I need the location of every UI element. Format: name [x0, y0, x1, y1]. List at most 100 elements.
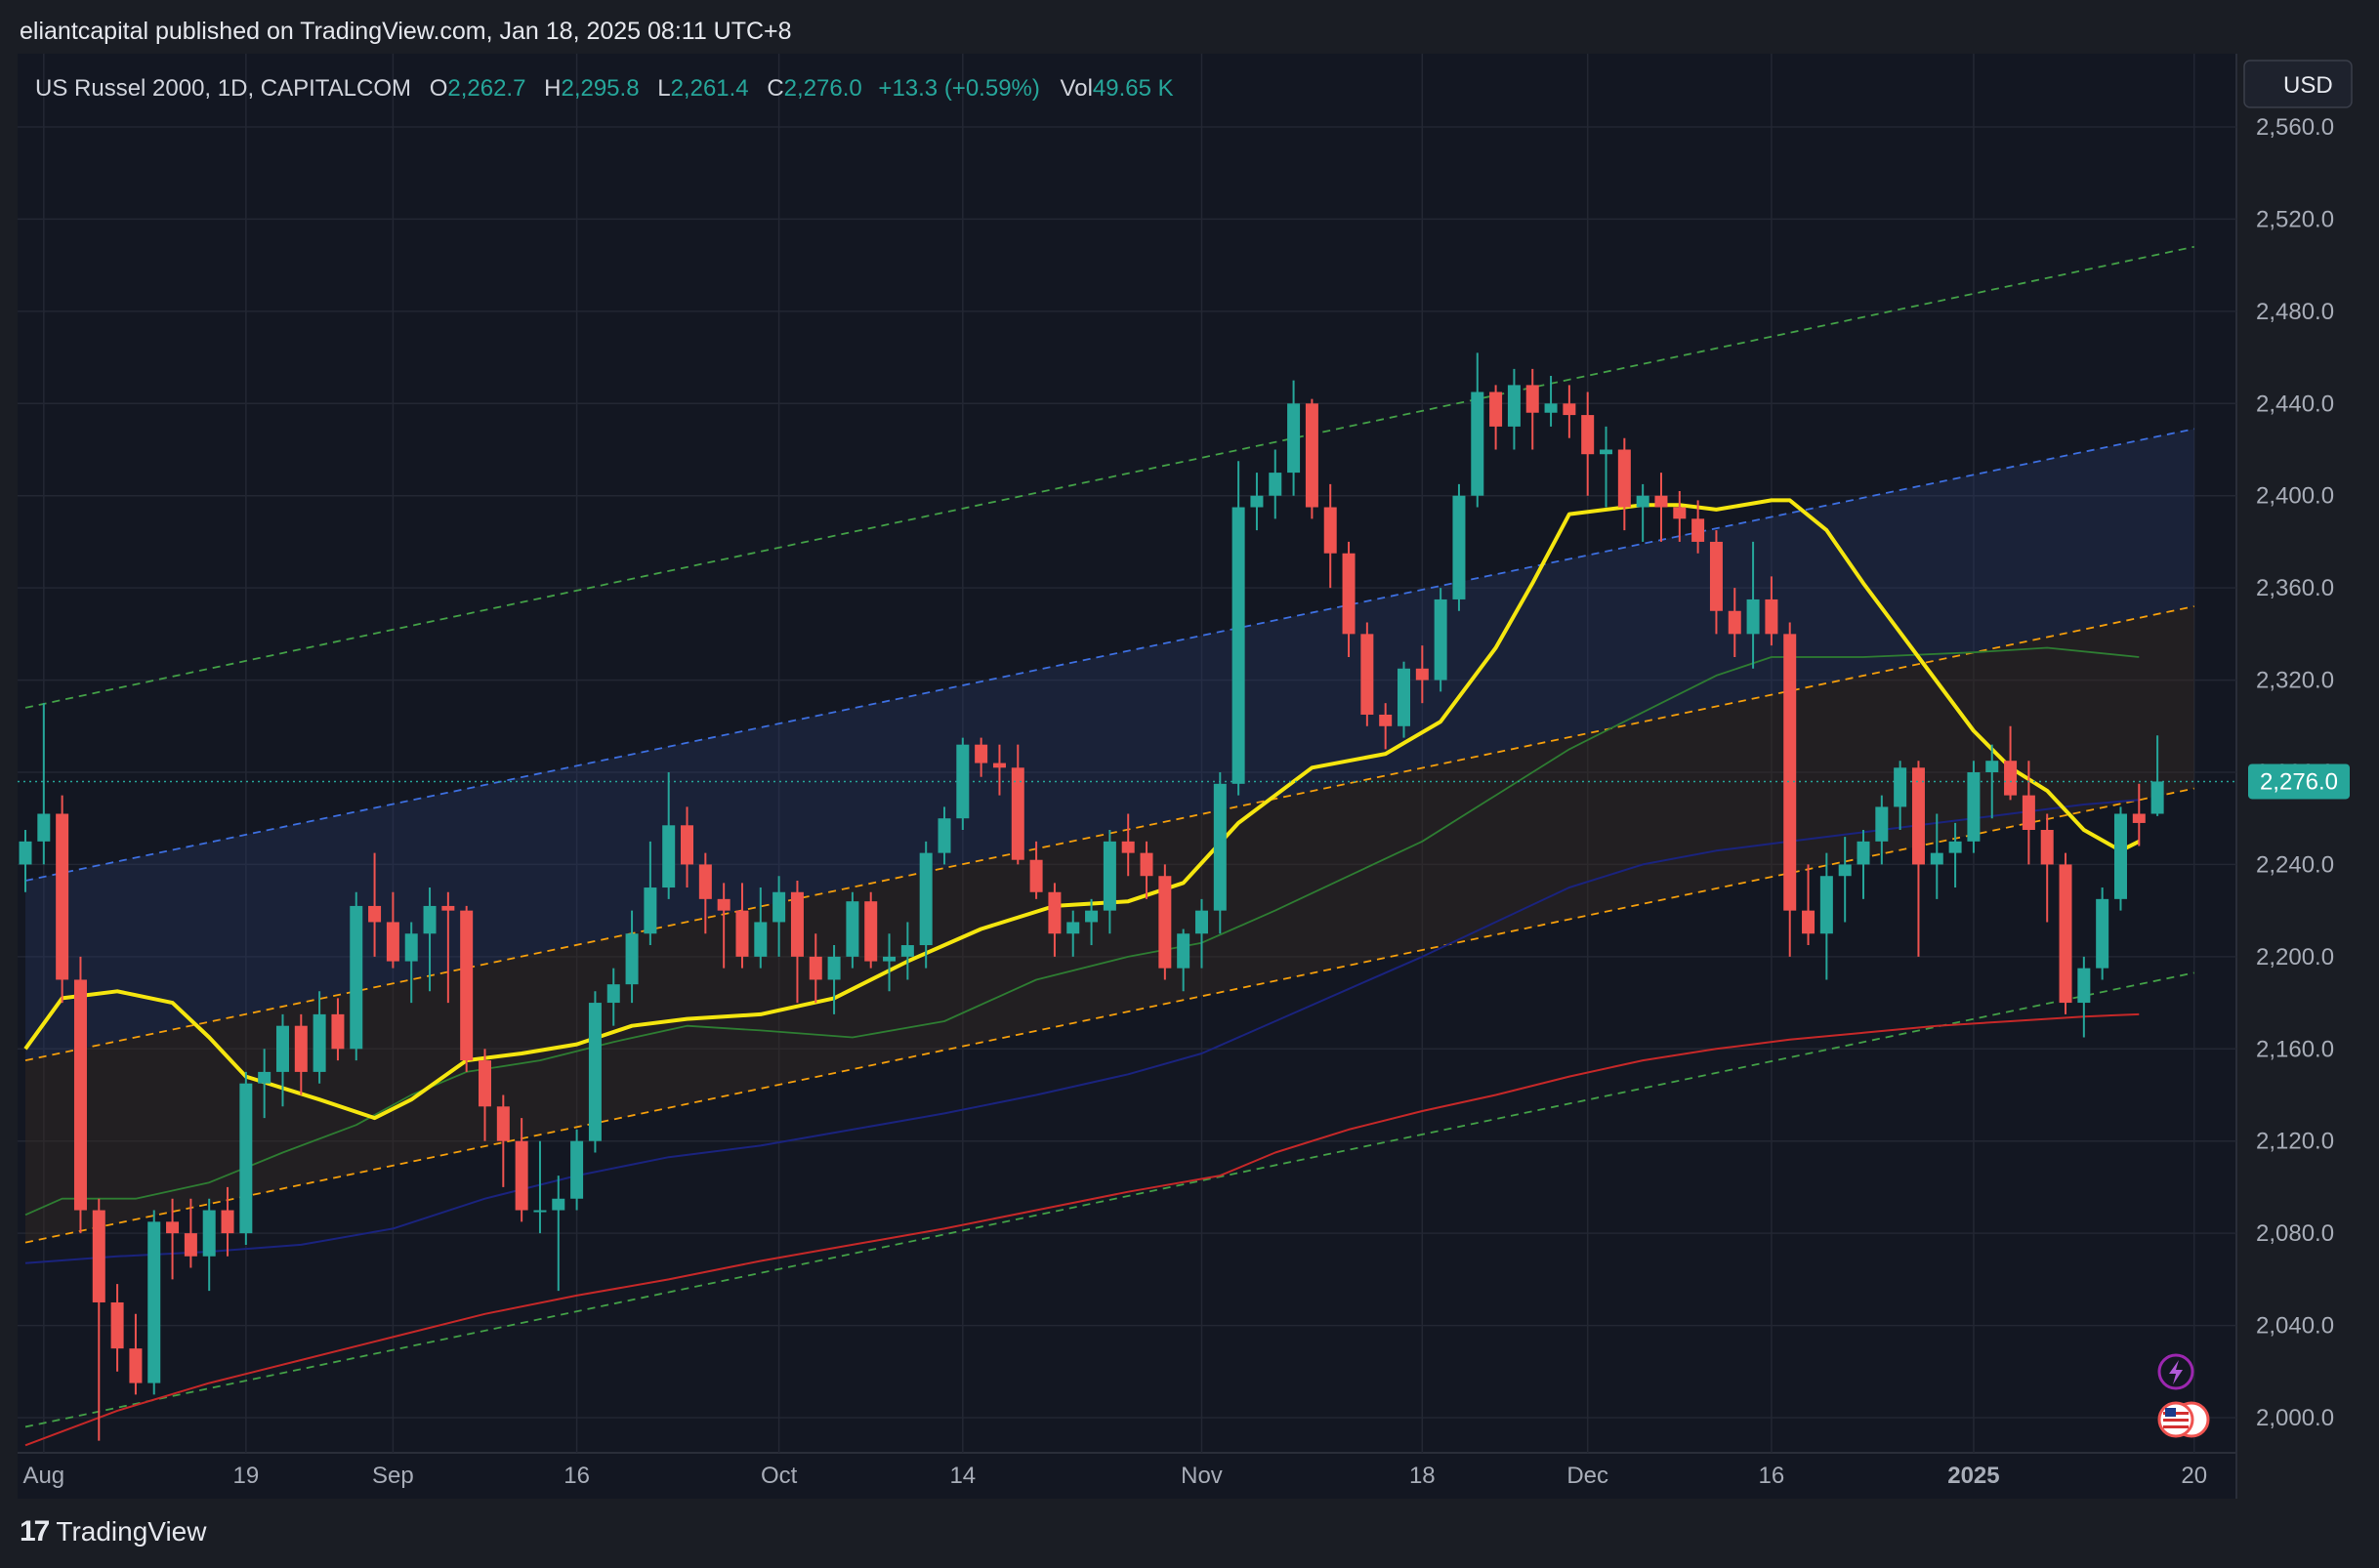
candle: [1838, 837, 1852, 923]
candle-body: [1802, 910, 1816, 934]
candle-body: [919, 852, 933, 946]
candle-body: [754, 922, 768, 957]
candle: [460, 905, 474, 1072]
candle-body: [827, 956, 841, 980]
candle-body: [900, 945, 914, 957]
candle-body: [184, 1233, 197, 1257]
candle: [864, 891, 878, 969]
candle: [735, 883, 749, 969]
last-price-badge: [2248, 763, 2350, 800]
candle-body: [221, 1210, 234, 1234]
candle-body: [1967, 772, 1981, 842]
y-tick-label: 2,160.0: [2256, 1036, 2334, 1062]
publisher-header: eliantcapital published on TradingView.c…: [20, 18, 792, 45]
candle-body: [1691, 518, 1705, 542]
candle-body: [662, 825, 676, 888]
candle: [846, 891, 859, 969]
candle: [350, 891, 363, 1061]
lightning-icon[interactable]: [2157, 1353, 2194, 1390]
candle-body: [1029, 859, 1043, 892]
candle: [1985, 744, 1999, 819]
candle: [754, 887, 768, 969]
candle: [1691, 500, 1705, 554]
candle-body: [368, 905, 382, 923]
last-price-label: 2,276.0: [2260, 768, 2338, 795]
candle: [809, 933, 822, 1004]
y-tick-label: 2,360.0: [2256, 575, 2334, 601]
candle: [606, 968, 620, 1026]
candle-body: [533, 1210, 547, 1213]
candle: [496, 1094, 510, 1187]
x-tick-label: Oct: [761, 1463, 798, 1489]
candle-body: [239, 1083, 253, 1234]
high-value: 2,295.8: [561, 75, 639, 102]
candle: [1415, 645, 1429, 704]
channel-upper-line: [24, 245, 2194, 709]
candle: [1765, 576, 1778, 646]
candle: [275, 1013, 289, 1107]
x-tick-label: 18: [1409, 1463, 1436, 1489]
candle-body: [717, 898, 730, 911]
candle-body: [1525, 385, 1539, 413]
channel-upper-mid-line: [24, 428, 2194, 882]
x-tick-label: 16: [563, 1463, 590, 1489]
candle-body: [1673, 507, 1687, 519]
candle: [2150, 735, 2164, 816]
candle-body: [1617, 449, 1631, 508]
candle-body: [331, 1013, 345, 1050]
candles: [19, 352, 2164, 1441]
candle-body: [1158, 876, 1172, 969]
upper-channel-fill: [25, 429, 2194, 1061]
currency-button[interactable]: [2243, 60, 2353, 108]
candle-body: [441, 905, 455, 911]
candle: [1213, 772, 1227, 934]
candle: [239, 1071, 253, 1245]
candle: [1525, 368, 1539, 450]
x-tick-label: Aug: [22, 1463, 64, 1489]
candle: [1967, 761, 1981, 853]
candle: [313, 991, 326, 1084]
y-tick-label: 2,200.0: [2256, 944, 2334, 970]
candle-body: [2077, 968, 2091, 1004]
candle-body: [1379, 714, 1393, 726]
candle-body: [275, 1025, 289, 1072]
open-label: O: [430, 75, 448, 102]
candle-body: [1452, 495, 1466, 599]
candle: [900, 922, 914, 980]
channel-mid-lower-line: [24, 787, 2194, 1244]
candle: [1563, 385, 1576, 438]
candle: [1581, 392, 1595, 496]
candle: [202, 1198, 216, 1292]
candle-body: [496, 1106, 510, 1141]
candle-body: [1507, 385, 1521, 427]
time-axis[interactable]: Aug 19 Sep 16 Oct 14 Nov 18 Dec 16 2025 20: [22, 1463, 2207, 1489]
candle: [423, 887, 437, 992]
candle-body: [1415, 668, 1429, 681]
candle-body: [147, 1221, 161, 1383]
candle-body: [1544, 403, 1558, 413]
candle: [331, 998, 345, 1061]
candle: [552, 1176, 565, 1292]
candle-body: [2132, 813, 2146, 823]
y-tick-label: 2,520.0: [2256, 206, 2334, 232]
candle: [681, 806, 694, 888]
candle-body: [992, 763, 1006, 768]
candle: [827, 945, 841, 1014]
candle: [1398, 661, 1410, 738]
y-tick-label: 2,000.0: [2256, 1405, 2334, 1431]
y-tick-label: 2,040.0: [2256, 1313, 2334, 1340]
candle: [1103, 830, 1116, 934]
candle: [1177, 928, 1190, 992]
ma-20-line: [23, 498, 2141, 1121]
candle: [479, 1049, 491, 1141]
us-flag-icon[interactable]: [2157, 1401, 2210, 1438]
candle: [1342, 541, 1356, 657]
candle-body: [1085, 910, 1099, 923]
candle-body: [1177, 933, 1190, 969]
candle-body: [1398, 668, 1410, 726]
candle: [1600, 426, 1613, 508]
candle-body: [1746, 598, 1760, 635]
y-tick-label: 2,480.0: [2256, 299, 2334, 325]
candle-body: [1948, 841, 1962, 853]
